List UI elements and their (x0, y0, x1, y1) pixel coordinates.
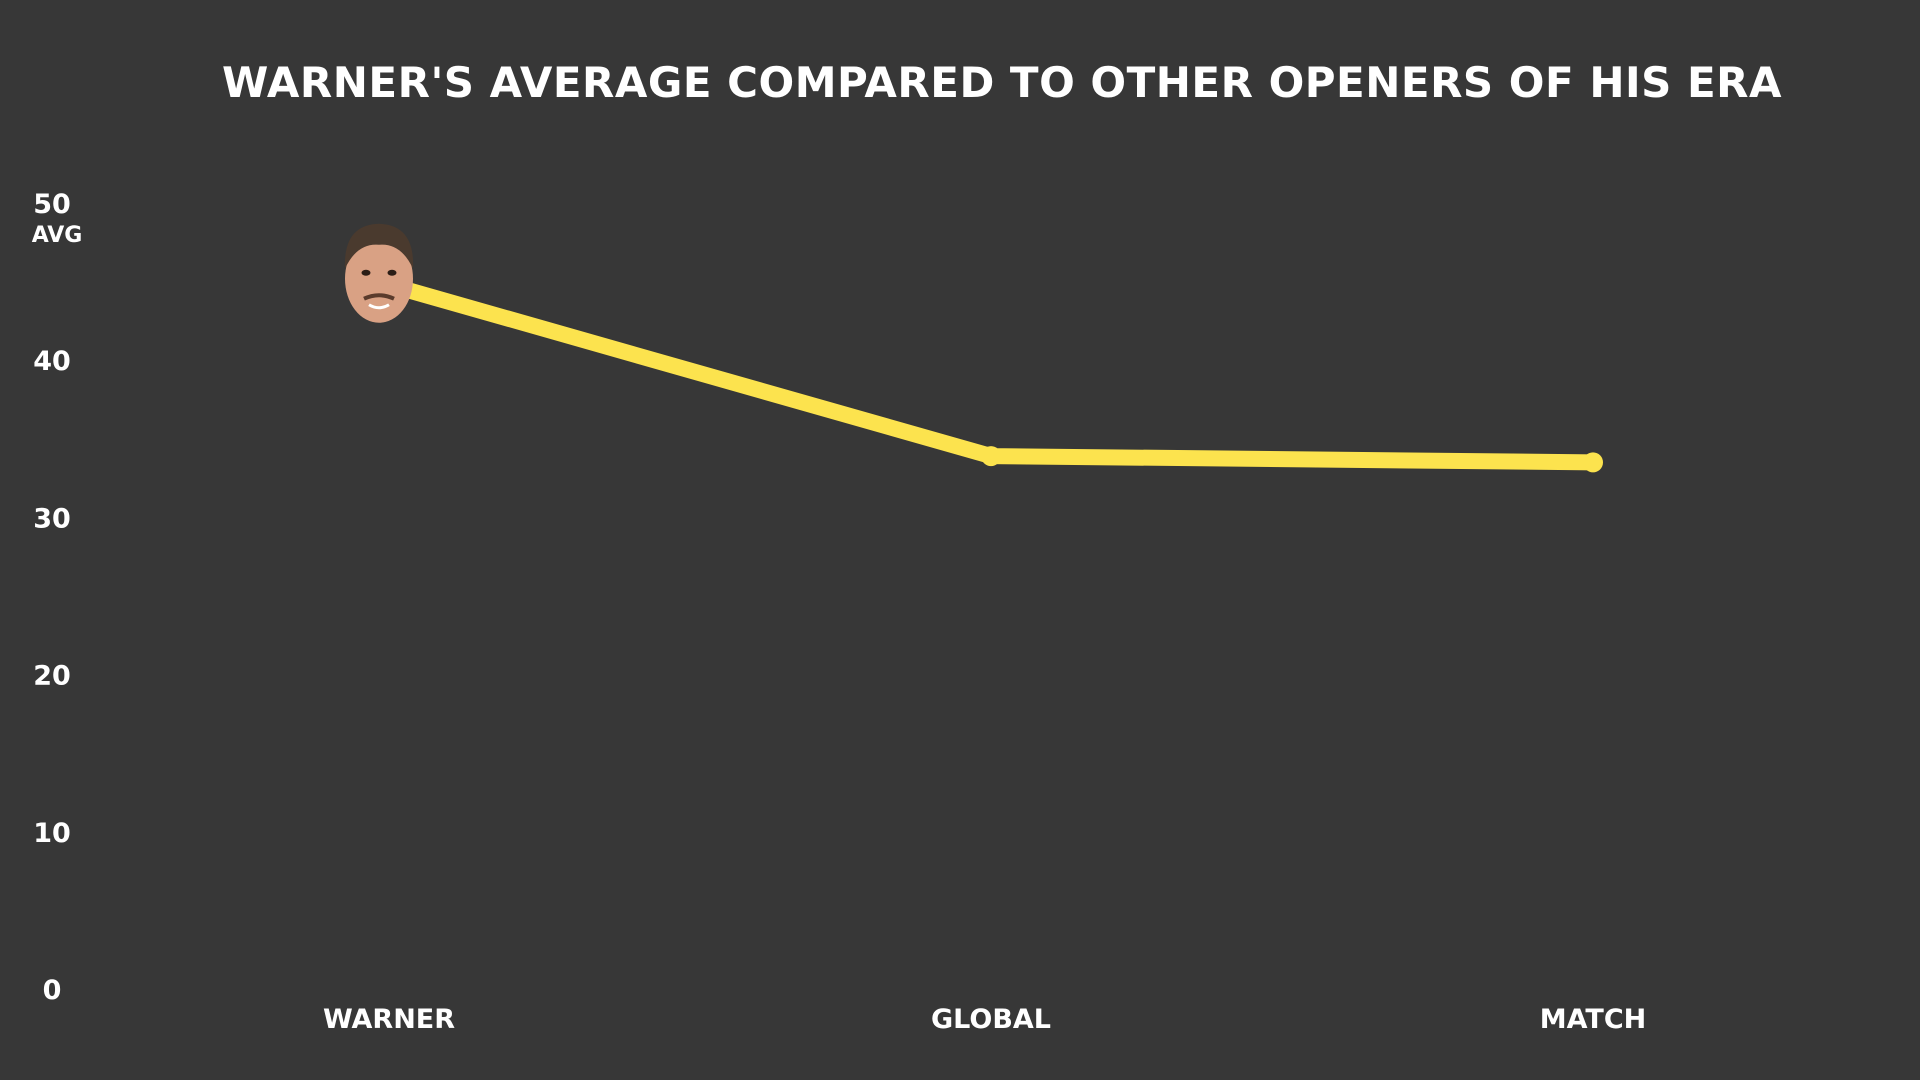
series-layer (344, 223, 1603, 473)
y-tick-label: 50 (33, 189, 71, 220)
data-point (981, 446, 1001, 467)
y-tick-label: 0 (43, 975, 62, 1006)
y-tick-label: 30 (33, 503, 71, 534)
chart-title: WARNER'S AVERAGE COMPARED TO OTHER OPENE… (222, 58, 1782, 107)
x-tick-label: MATCH (1540, 1004, 1647, 1035)
series-line (381, 276, 1601, 471)
player-face-icon (344, 223, 414, 323)
x-tick-label: GLOBAL (931, 1004, 1051, 1035)
x-axis: WARNER GLOBAL MATCH (323, 1004, 1646, 1035)
data-point (1583, 452, 1603, 473)
y-tick-label: 10 (33, 818, 71, 849)
y-tick-label: 40 (33, 346, 71, 377)
y-tick-label: 20 (33, 661, 71, 692)
x-tick-label: WARNER (323, 1004, 455, 1035)
y-axis: 0 10 20 30 40 50 (33, 189, 71, 1006)
y-axis-unit-label: AVG (32, 223, 83, 248)
